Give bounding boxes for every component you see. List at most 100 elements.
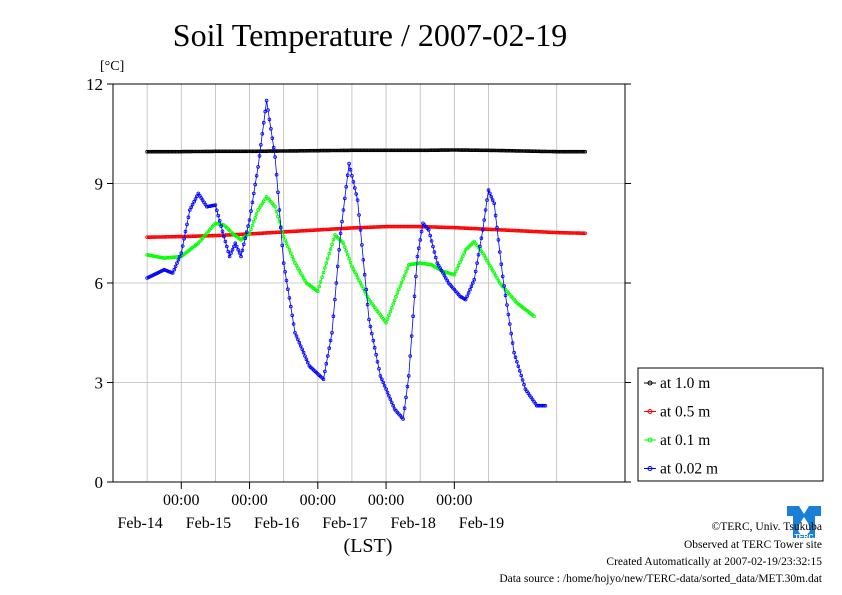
data-point (182, 237, 186, 241)
data-point (532, 314, 536, 319)
data-point (361, 286, 366, 291)
data-point (496, 238, 501, 242)
data-point (294, 334, 299, 338)
data-point (358, 228, 363, 232)
credit-observed: Observed at TERC Tower site (683, 539, 822, 551)
data-point (382, 383, 387, 388)
data-point (267, 117, 272, 122)
data-point (381, 380, 386, 385)
series-line (146, 100, 546, 420)
data-point (355, 198, 360, 202)
series-line (147, 196, 535, 324)
data-point (220, 229, 225, 234)
data-point (291, 257, 296, 262)
data-point (465, 294, 469, 299)
data-point (260, 132, 265, 136)
data-point (293, 330, 297, 335)
data-point (288, 304, 293, 309)
data-point (364, 287, 369, 292)
data-point (516, 364, 521, 369)
legend-label: at 1.0 m (660, 375, 710, 392)
data-point (225, 244, 229, 249)
data-point (290, 313, 295, 318)
data-point (489, 195, 494, 199)
legend-swatch-marker (647, 380, 653, 386)
data-point (371, 338, 376, 343)
data-point (293, 261, 297, 265)
data-point (342, 245, 347, 249)
legend-label: at 0.02 m (660, 461, 718, 478)
data-point (175, 261, 179, 265)
data-point (347, 256, 351, 261)
data-point (190, 202, 195, 207)
data-point (234, 244, 239, 249)
data-point (583, 149, 587, 154)
data-point (256, 165, 260, 169)
x-tick-time-label: 00:00 (163, 492, 199, 509)
data-point (284, 278, 289, 283)
data-point (458, 260, 462, 265)
data-point (488, 191, 492, 196)
data-point (483, 208, 488, 212)
series-at-0-02-m (145, 98, 548, 421)
legend-swatch-marker (647, 466, 653, 471)
data-point (405, 384, 410, 389)
grid-lines (113, 84, 625, 482)
data-point (179, 251, 184, 255)
data-point (229, 251, 233, 255)
data-point (263, 109, 268, 114)
y-axis-label: [°C] (100, 59, 124, 74)
data-point (402, 273, 407, 278)
data-point (242, 242, 246, 247)
data-point (395, 291, 400, 295)
data-point (354, 192, 359, 196)
data-point (418, 238, 423, 242)
data-point (384, 320, 388, 325)
data-point (345, 253, 350, 257)
data-point (227, 254, 232, 259)
data-point (506, 312, 511, 317)
data-point (482, 218, 487, 222)
data-point (240, 248, 245, 253)
data-point (301, 350, 306, 355)
data-point (178, 254, 182, 259)
data-point (354, 272, 359, 277)
x-axis-label: (LST) (344, 535, 393, 557)
data-point (352, 270, 357, 274)
x-tick-time-label: 00:00 (368, 492, 404, 509)
data-point (350, 264, 354, 269)
data-point (283, 269, 287, 274)
data-point (261, 120, 266, 125)
x-tick-date-label: Feb-15 (186, 515, 231, 532)
data-point (360, 243, 364, 247)
data-point (303, 354, 307, 358)
data-point (288, 251, 293, 255)
data-point (402, 406, 407, 411)
series-at-1-0-m (145, 148, 587, 154)
data-point (348, 167, 353, 172)
data-point (170, 271, 175, 275)
data-point (334, 281, 339, 285)
data-point (387, 313, 391, 318)
data-point (387, 393, 391, 398)
data-point (431, 244, 435, 249)
data-point (323, 265, 327, 270)
data-point (247, 218, 252, 222)
data-point (378, 374, 383, 378)
data-point (411, 314, 415, 319)
x-tick-date-label: Feb-16 (254, 515, 299, 532)
data-point (405, 266, 410, 271)
data-point (470, 281, 475, 285)
data-point (490, 198, 495, 202)
data-point (510, 341, 515, 345)
data-point (406, 374, 411, 378)
data-point (217, 219, 222, 223)
data-point (338, 231, 343, 236)
data-point (475, 261, 479, 265)
data-point (469, 284, 474, 289)
data-point (327, 346, 332, 351)
data-point (249, 227, 253, 232)
data-point (300, 347, 305, 352)
data-point (513, 355, 518, 360)
data-point (499, 262, 504, 267)
